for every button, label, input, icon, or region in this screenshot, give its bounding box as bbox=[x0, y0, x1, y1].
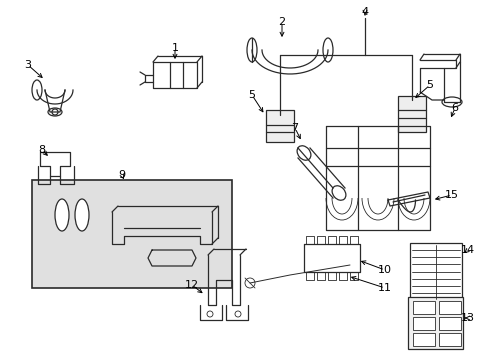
Bar bbox=[32, 180, 231, 288]
Text: 8: 8 bbox=[39, 145, 45, 155]
Text: 11: 11 bbox=[377, 283, 391, 293]
Text: 5: 5 bbox=[426, 80, 433, 90]
Bar bbox=[438, 333, 460, 346]
Text: 5: 5 bbox=[248, 90, 255, 100]
Text: 6: 6 bbox=[450, 103, 458, 113]
Bar bbox=[438, 317, 460, 330]
Bar bbox=[412, 317, 434, 330]
Bar bbox=[412, 333, 434, 346]
Bar bbox=[412, 301, 434, 314]
Text: 10: 10 bbox=[377, 265, 391, 275]
Ellipse shape bbox=[235, 311, 241, 317]
Text: 14: 14 bbox=[460, 245, 474, 255]
Bar bbox=[265, 110, 293, 142]
Text: 15: 15 bbox=[444, 190, 458, 200]
Text: 1: 1 bbox=[171, 43, 178, 53]
Text: 9: 9 bbox=[118, 170, 125, 180]
Ellipse shape bbox=[75, 199, 89, 231]
Text: 3: 3 bbox=[24, 60, 31, 70]
Text: 4: 4 bbox=[361, 7, 368, 17]
Text: 2: 2 bbox=[278, 17, 285, 27]
Text: 13: 13 bbox=[460, 313, 474, 323]
Bar bbox=[407, 297, 462, 349]
Bar bbox=[438, 301, 460, 314]
Ellipse shape bbox=[206, 311, 213, 317]
Bar bbox=[409, 243, 461, 301]
Text: 7: 7 bbox=[291, 123, 298, 133]
Bar bbox=[397, 96, 425, 132]
Ellipse shape bbox=[55, 199, 69, 231]
Text: 12: 12 bbox=[184, 280, 199, 290]
